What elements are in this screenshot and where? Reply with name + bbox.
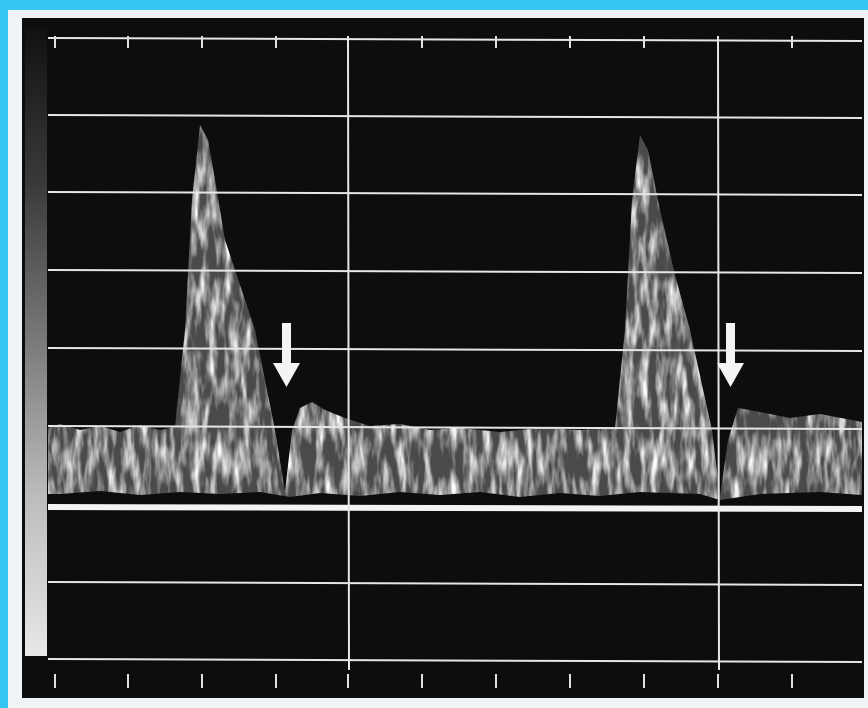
grid-line xyxy=(47,581,863,586)
arrows xyxy=(273,323,744,387)
tick-marks xyxy=(54,36,793,688)
grid-line xyxy=(47,425,863,430)
grid-line xyxy=(347,35,350,671)
arrow xyxy=(717,323,744,387)
image-area xyxy=(22,18,864,698)
grid-line xyxy=(717,35,720,671)
arrow xyxy=(273,323,300,387)
baseline xyxy=(47,504,863,512)
grid-line xyxy=(47,37,863,42)
gray-scale-bar xyxy=(25,28,47,656)
vertical-grid xyxy=(347,35,720,671)
grid-line xyxy=(47,191,863,196)
grid-line xyxy=(47,658,863,663)
grid-line xyxy=(47,114,863,119)
grid-line xyxy=(47,269,863,274)
